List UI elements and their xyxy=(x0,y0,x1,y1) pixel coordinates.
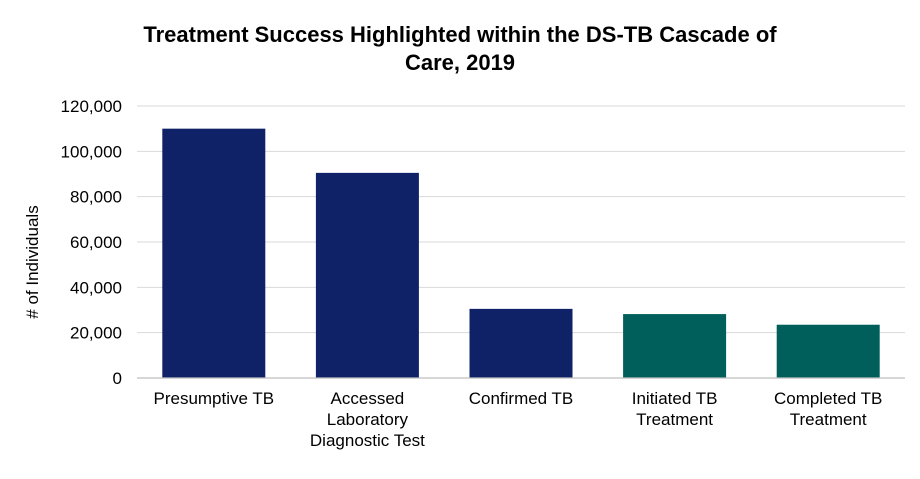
x-category-label: Completed TB Treatment xyxy=(774,389,882,429)
bar xyxy=(469,308,573,378)
x-category-label: Initiated TB Treatment xyxy=(632,389,718,429)
x-category-label: Presumptive TB xyxy=(153,389,274,408)
y-axis-label: # of Individuals xyxy=(23,205,42,318)
bar xyxy=(315,172,419,378)
chart-title-line: Care, 2019 xyxy=(405,50,515,75)
x-category-label: Confirmed TB xyxy=(469,389,574,408)
y-tick-label: 80,000 xyxy=(70,188,122,207)
y-tick-label: 20,000 xyxy=(70,324,122,343)
chart-title-line: Treatment Success Highlighted within the… xyxy=(143,22,777,47)
bars xyxy=(162,128,880,378)
bar xyxy=(776,324,880,378)
y-tick-label: 120,000 xyxy=(61,97,122,116)
x-category-label: Accessed Laboratory Diagnostic Test xyxy=(310,389,425,450)
y-tick-label: 40,000 xyxy=(70,278,122,297)
y-tick-label: 100,000 xyxy=(61,142,122,161)
chart-title: Treatment Success Highlighted within the… xyxy=(143,22,777,75)
y-axis-ticks: 0 20,000 40,000 60,000 80,000 100,000 120,000 xyxy=(61,97,122,388)
bar xyxy=(162,128,266,378)
y-tick-label: 0 xyxy=(113,369,122,388)
y-tick-label: 60,000 xyxy=(70,233,122,252)
bar xyxy=(623,314,727,378)
x-axis-categories: Presumptive TB Accessed Laboratory Diagnost… xyxy=(153,389,882,450)
